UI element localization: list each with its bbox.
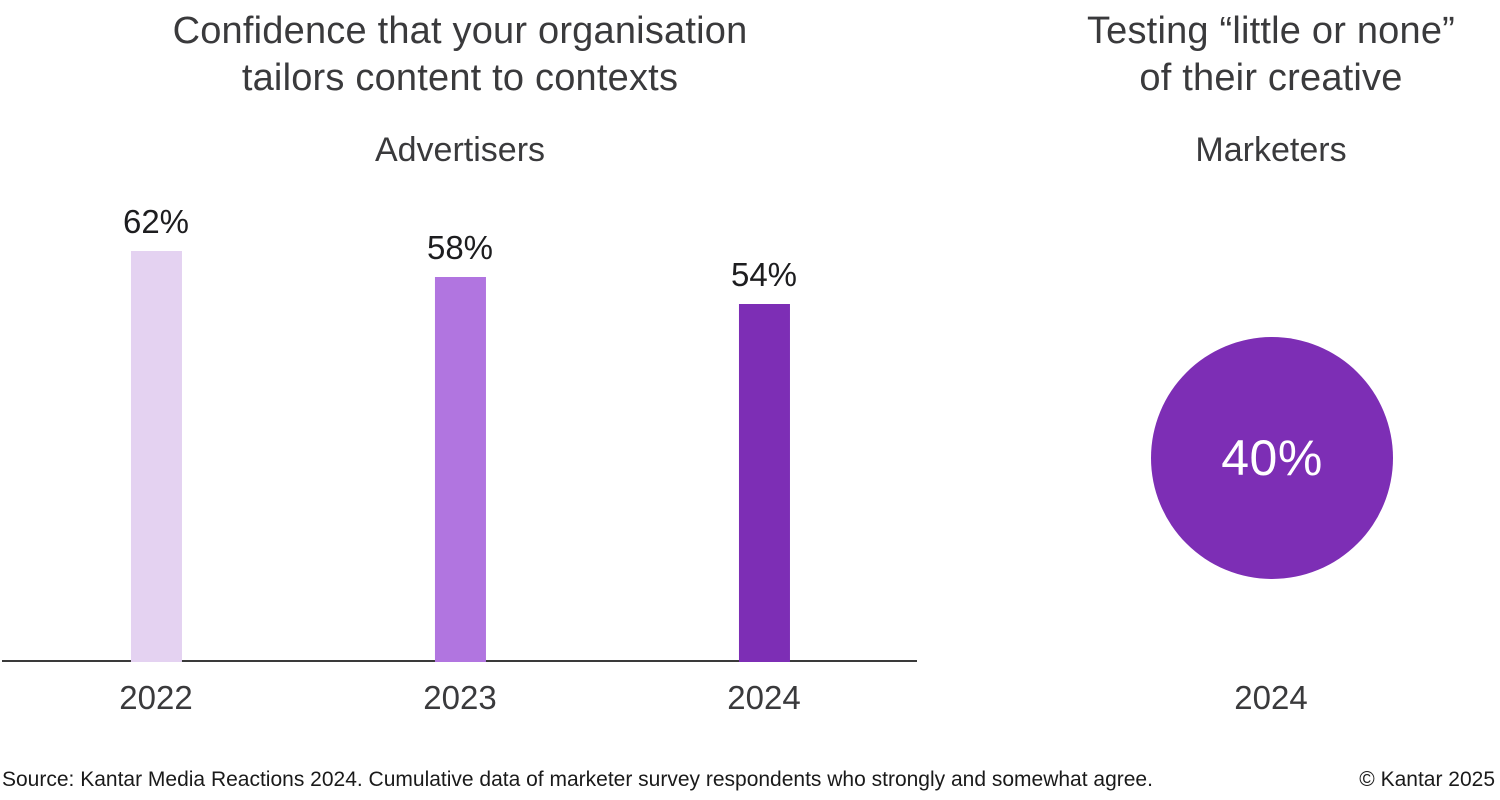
copyright-note: © Kantar 2025 <box>1359 768 1495 791</box>
bubble-chart-title-line-2: of their creative <box>1139 57 1403 99</box>
bubble-value-label: 40% <box>1221 430 1323 486</box>
bar-chart-title-line-2: tailors content to contexts <box>241 57 679 99</box>
bar-chart-title: Confidence that your organisation tailor… <box>0 8 920 102</box>
bar-value-label: 62% <box>122 202 190 240</box>
bar-value-label: 54% <box>730 255 798 293</box>
x-axis-tick-label: 2023 <box>423 679 497 716</box>
bubble-chart-title: Testing “little or none” of their creati… <box>1021 8 1500 102</box>
bar <box>738 304 790 662</box>
bar-group-2023: 58% <box>426 228 494 662</box>
bar-value-label: 58% <box>426 228 494 266</box>
footer: Source: Kantar Media Reactions 2024. Cum… <box>2 768 1495 792</box>
bubble-marker: 40% <box>1151 337 1393 579</box>
bar <box>130 251 182 662</box>
source-note: Source: Kantar Media Reactions 2024. Cum… <box>2 768 1153 791</box>
x-axis-tick-label: 2022 <box>119 679 193 716</box>
bar-group-2022: 62% <box>122 202 190 662</box>
x-axis-tick-label: 2024 <box>727 679 801 716</box>
bar-group-2024: 54% <box>730 255 798 662</box>
bar-chart-title-line-1: Confidence that your organisation <box>172 10 748 52</box>
bubble-x-axis-tick-label: 2024 <box>1234 679 1308 716</box>
bar <box>434 277 486 662</box>
bar-chart-subtitle: Advertisers <box>374 131 546 169</box>
bubble-chart-subtitle: Marketers <box>1195 131 1347 169</box>
bubble-chart-title-line-1: Testing “little or none” <box>1086 10 1456 52</box>
